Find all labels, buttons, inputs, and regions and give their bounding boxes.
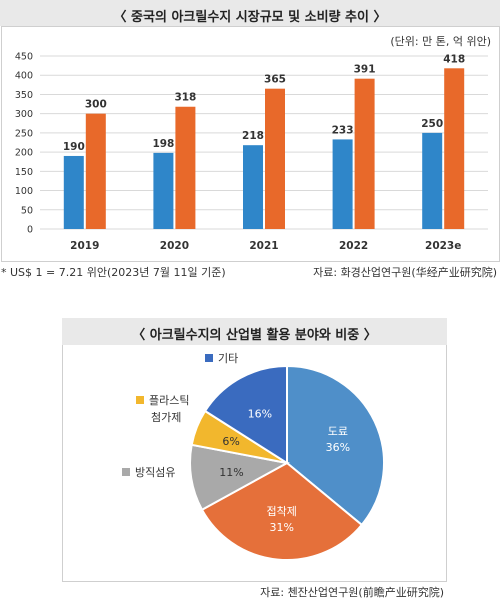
bar-value-label: 218 [242, 130, 264, 142]
y-tick-label: 450 [15, 52, 33, 63]
bar-value-label: 418 [443, 53, 465, 65]
pie-slice-0 [286, 364, 385, 527]
bar-value-label: 190 [63, 141, 85, 153]
bar-chart-title: 〈 중국의 아크릴수지 시장규모 및 소비량 추이 〉 [113, 10, 387, 25]
pie-slice-percent-label: 31% [269, 521, 293, 534]
pie-slice-percent-label: 6% [222, 435, 239, 448]
pie-slice-2 [189, 443, 290, 512]
bar-value-label: 318 [174, 92, 196, 104]
bar-2021-series-1 [243, 145, 263, 229]
legend-label: 방직섬유 [135, 466, 175, 479]
bar-2020-series-2 [175, 106, 196, 229]
market-size-chart-panel: 〈 중국의 아크릴수지 시장규모 및 소비량 추이 〉 (단위: 만 톤, 억 … [0, 0, 500, 262]
bar-chart-unit-note: (단위: 만 톤, 억 위안) [390, 35, 491, 48]
legend-label: 첨가제 [151, 411, 181, 424]
pie-slice-percent-label: 11% [219, 466, 243, 479]
pie-slice-percent-label: 16% [248, 408, 272, 421]
pie-chart-title-band [62, 318, 447, 345]
y-tick-label: 300 [15, 109, 33, 120]
bar-2022-series-1 [332, 139, 353, 229]
bar-value-label: 233 [332, 124, 354, 136]
x-tick-label: 2020 [160, 240, 189, 252]
x-tick-label: 2022 [339, 240, 368, 252]
x-tick-label: 2023e [425, 240, 461, 252]
bar-2020-series-1 [153, 152, 174, 229]
bar-2023e-series-1 [422, 132, 443, 229]
pie-slice-1 [200, 461, 364, 561]
y-tick-label: 100 [15, 186, 33, 197]
y-tick-label: 400 [15, 71, 33, 82]
pie-slice-inner-name: 접착제 [267, 505, 297, 518]
y-tick-label: 350 [15, 90, 33, 101]
y-tick-label: 200 [15, 148, 33, 159]
x-tick-label: 2019 [70, 240, 99, 252]
bar-2023e-series-2 [444, 68, 465, 230]
pie-slice-4 [203, 364, 288, 465]
bar-value-label: 198 [152, 138, 174, 150]
bar-chart-svg: 0 50 100 150 200 250 300 350 400 450 190 300 2019 198… [15, 52, 488, 252]
legend-label: 기타 [218, 352, 238, 365]
bar-2019-series-2 [85, 113, 106, 229]
application-share-panel: 〈 아크릴수지의 산업별 활용 분야와 비중 〉 도료 36% 접착제 31% 11% 6… [0, 300, 500, 599]
pie-chart-source: 자료: 첸잔산업연구원(前瞻产业研究院) [260, 586, 444, 599]
bar-2021-series-2 [265, 88, 285, 229]
bar-value-label: 300 [85, 99, 107, 111]
legend-swatch [205, 354, 213, 362]
pie-chart-title: 〈 아크릴수지의 산업별 활용 분야와 비중 〉 [132, 328, 377, 343]
bar-value-label: 391 [354, 64, 376, 76]
y-tick-label: 50 [21, 205, 33, 216]
pie-slice-percent-label: 36% [326, 441, 350, 454]
bar-value-label: 250 [421, 118, 443, 130]
legend-swatch [122, 468, 130, 476]
y-tick-label: 0 [27, 225, 33, 236]
legend-swatch [136, 396, 144, 404]
x-tick-label: 2021 [249, 240, 278, 252]
y-tick-label: 150 [15, 167, 33, 178]
bar-value-label: 365 [264, 74, 286, 86]
bar-2022-series-2 [354, 78, 375, 229]
y-tick-label: 250 [15, 128, 33, 139]
legend-label: 플라스틱 [149, 394, 189, 407]
bar-chart-title-band [0, 0, 500, 26]
exchange-rate-footnote: * US$ 1 = 7.21 위안(2023년 7월 11일 기준) [1, 266, 226, 279]
bar-chart-source: 자료: 화경산업연구원(华经产业研究院) [313, 266, 497, 279]
bar-2019-series-1 [63, 155, 84, 229]
pie-slice-inner-name: 도료 [328, 425, 348, 438]
